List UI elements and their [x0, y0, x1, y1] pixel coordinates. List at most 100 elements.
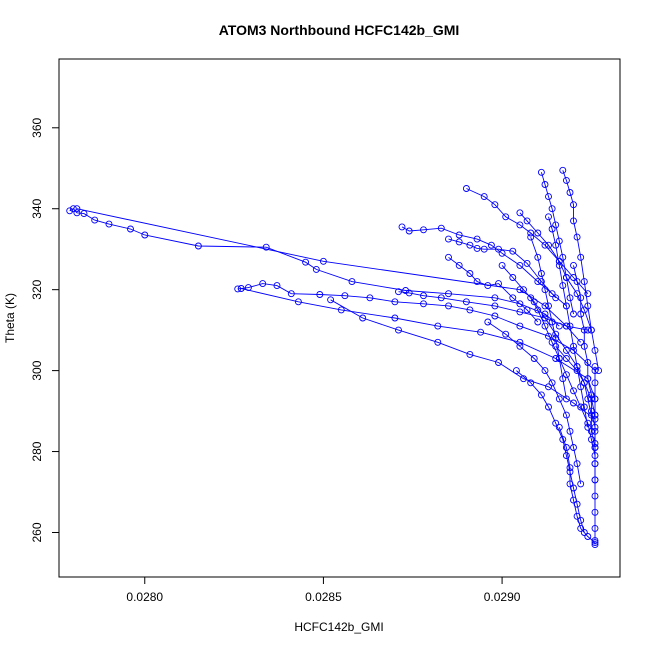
- data-point: [584, 395, 592, 403]
- data-point: [559, 375, 567, 383]
- data-point: [530, 355, 538, 362]
- series-22: [527, 294, 599, 460]
- data-point: [445, 253, 452, 261]
- data-point: [566, 322, 574, 330]
- data-point: [591, 524, 599, 532]
- data-point: [562, 355, 570, 362]
- series-layer: [66, 166, 603, 549]
- data-point: [523, 259, 531, 267]
- x-tick-label: 0.0280: [126, 590, 163, 604]
- data-point: [455, 231, 463, 239]
- data-point: [537, 168, 545, 176]
- data-point: [591, 444, 599, 451]
- data-point: [484, 282, 492, 290]
- data-point: [127, 225, 134, 233]
- data-point: [584, 375, 592, 383]
- data-point: [577, 516, 585, 524]
- series-13: [559, 166, 595, 334]
- data-point: [591, 423, 599, 431]
- data-point: [509, 294, 517, 302]
- data-point: [591, 460, 599, 468]
- data-point: [502, 213, 510, 221]
- data-point: [552, 419, 560, 427]
- data-point: [391, 314, 399, 322]
- data-point: [591, 363, 599, 371]
- series-2: [73, 205, 585, 346]
- data-point: [570, 496, 577, 504]
- data-point: [445, 302, 452, 310]
- data-point: [587, 326, 595, 334]
- data-point: [552, 221, 560, 229]
- series-23: [570, 261, 599, 447]
- series-line: [530, 297, 596, 456]
- data-point: [534, 229, 542, 237]
- data-point: [66, 207, 74, 215]
- data-point: [537, 278, 545, 286]
- data-point: [445, 290, 452, 298]
- data-point: [591, 395, 599, 403]
- data-point: [577, 480, 585, 488]
- data-point: [562, 411, 570, 419]
- data-point: [587, 427, 595, 435]
- series-line: [237, 283, 596, 371]
- data-point: [591, 476, 599, 484]
- x-axis: 0.0280 0.0285 0.0290: [126, 576, 521, 604]
- data-point: [573, 512, 581, 520]
- data-point: [259, 280, 267, 288]
- y-axis: 260 280 300 320 340 360: [30, 117, 60, 543]
- series-line: [401, 226, 567, 307]
- data-point: [523, 217, 531, 225]
- data-point: [559, 282, 567, 290]
- data-point: [405, 227, 413, 235]
- data-point: [473, 278, 481, 286]
- series-line: [558, 427, 596, 545]
- series-line: [501, 265, 596, 416]
- data-point: [262, 243, 270, 251]
- series-10: [462, 185, 592, 298]
- data-point: [562, 452, 570, 460]
- data-point: [437, 224, 445, 232]
- series-1: [66, 205, 563, 330]
- series-17: [555, 423, 599, 549]
- data-point: [234, 285, 242, 293]
- data-point: [580, 379, 588, 387]
- data-point: [516, 209, 524, 217]
- data-point: [495, 359, 502, 366]
- data-point: [548, 290, 556, 298]
- data-point: [584, 533, 592, 540]
- data-point: [552, 294, 560, 302]
- data-point: [302, 258, 310, 266]
- data-point: [491, 294, 499, 302]
- data-point: [541, 314, 549, 322]
- data-point: [548, 225, 556, 233]
- data-point: [466, 241, 474, 249]
- data-point: [591, 440, 599, 447]
- data-point: [584, 419, 592, 427]
- data-point: [562, 346, 570, 354]
- data-point: [559, 166, 567, 174]
- y-tick-label: 280: [30, 441, 44, 461]
- data-point: [523, 306, 531, 314]
- y-tick-label: 340: [30, 198, 44, 218]
- data-point: [194, 242, 202, 250]
- data-point: [552, 241, 560, 249]
- data-point: [562, 322, 570, 330]
- data-point: [584, 359, 592, 366]
- data-point: [548, 379, 556, 387]
- data-point: [530, 298, 538, 306]
- data-point: [495, 280, 502, 288]
- data-point: [534, 278, 542, 286]
- data-point: [595, 367, 603, 375]
- data-point: [545, 403, 552, 411]
- data-point: [552, 355, 560, 362]
- data-point: [319, 257, 327, 265]
- data-point: [591, 492, 599, 500]
- data-point: [516, 261, 524, 269]
- data-point: [527, 294, 535, 302]
- data-point: [555, 237, 563, 245]
- data-point: [455, 261, 463, 269]
- data-point: [545, 383, 552, 391]
- data-point: [562, 176, 570, 184]
- chart-title: ATOM3 Northbound HCFC142b_GMI: [219, 22, 460, 38]
- data-point: [562, 371, 570, 379]
